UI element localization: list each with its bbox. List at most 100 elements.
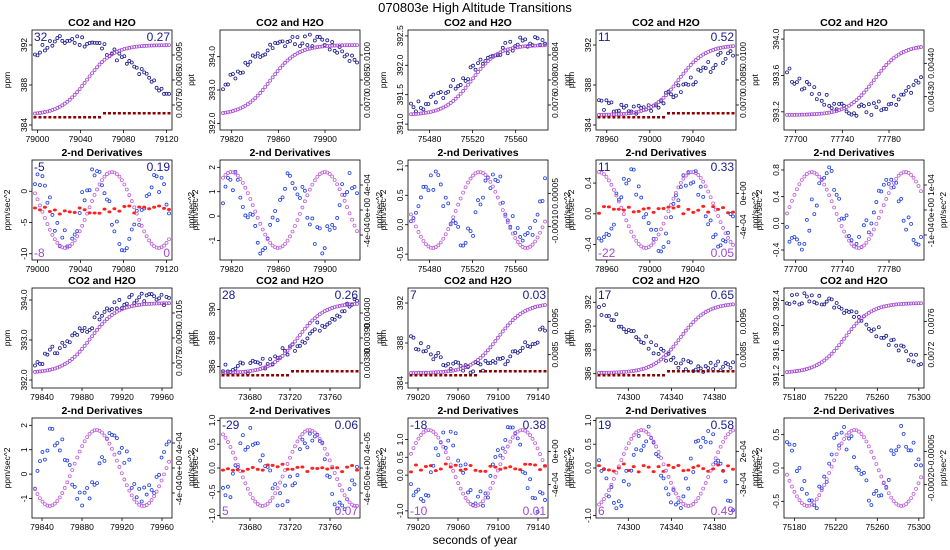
- h2o-point: [325, 44, 330, 48]
- series-markers: [33, 291, 171, 374]
- co2-deriv-point: [223, 184, 228, 189]
- co2-point: [543, 41, 547, 46]
- co2-point: [659, 346, 663, 351]
- co2-point: [681, 357, 686, 362]
- h2o-point: [478, 67, 483, 71]
- h2o-deriv-point: [859, 245, 864, 250]
- flag-point: [642, 374, 646, 377]
- co2-deriv-point: [884, 484, 889, 489]
- co2-deriv-point: [607, 494, 611, 499]
- y-right-tick-label: 0.0070: [362, 92, 372, 118]
- h2o-deriv-point: [866, 237, 871, 242]
- h2o-deriv-point: [345, 497, 349, 502]
- co2-deriv-point: [280, 195, 285, 200]
- co2-point: [40, 42, 45, 47]
- h2o-point: [812, 112, 817, 117]
- h2o-point: [914, 301, 918, 306]
- co2-point: [85, 329, 90, 334]
- h2o-deriv-point: [691, 502, 696, 506]
- h2o-point: [852, 324, 856, 329]
- corner-value: -10: [410, 504, 428, 518]
- co2-deriv-point: [85, 188, 90, 193]
- co2-point: [909, 90, 913, 95]
- co2-deriv-point: [681, 494, 686, 499]
- h2o-point: [95, 65, 99, 70]
- h2o-deriv-point: [119, 471, 124, 476]
- h2o-point: [723, 45, 728, 49]
- co2-point: [273, 40, 278, 45]
- co2-deriv-point: [147, 192, 152, 197]
- h2o-deriv-point: [871, 455, 876, 460]
- h2o-point: [523, 44, 528, 49]
- co2-point: [240, 361, 245, 366]
- x-tick-label: 79100: [486, 392, 510, 402]
- y-tick-label: -1: [19, 494, 29, 502]
- flag-deriv-point: [716, 207, 721, 211]
- co2-point: [540, 325, 545, 330]
- h2o-point: [669, 347, 673, 352]
- h2o-point: [857, 318, 861, 323]
- flag-deriv-point: [641, 207, 646, 211]
- h2o-point: [822, 358, 827, 363]
- y-right-tick-label: 0.0085: [362, 67, 372, 93]
- h2o-point: [100, 322, 104, 327]
- flag-point: [132, 112, 136, 115]
- h2o-deriv-point: [453, 475, 458, 479]
- flag-point: [315, 370, 319, 373]
- flag-deriv-point: [152, 205, 157, 209]
- co2-deriv-point: [347, 487, 352, 492]
- h2o-deriv-point: [862, 435, 866, 440]
- co2-point: [666, 351, 671, 356]
- h2o-deriv-point: [290, 449, 295, 454]
- co2-deriv-point: [698, 444, 703, 449]
- co2-point: [458, 363, 463, 368]
- h2o-deriv-point: [533, 239, 537, 244]
- h2o-deriv-point: [829, 199, 834, 204]
- co2-deriv-point: [807, 498, 812, 503]
- h2o-point: [446, 369, 451, 374]
- co2-point: [82, 44, 87, 49]
- co2-point: [649, 340, 654, 345]
- co2-deriv-point: [886, 478, 891, 482]
- flag-deriv-point: [62, 209, 67, 213]
- co2-point: [478, 57, 483, 62]
- co2-point: [327, 320, 332, 325]
- flag-deriv-point: [671, 206, 676, 210]
- h2o-deriv-point: [414, 224, 418, 229]
- h2o-point: [515, 313, 520, 318]
- flag-deriv-point: [285, 467, 290, 471]
- y-tick-label: 0.5: [395, 189, 405, 201]
- co2-point: [110, 307, 114, 311]
- co2-point: [273, 354, 278, 359]
- flag-deriv-point: [453, 463, 458, 467]
- co2-deriv-point: [110, 222, 114, 227]
- h2o-deriv-point: [139, 503, 144, 508]
- co2-deriv-point: [423, 184, 428, 189]
- co2-point: [260, 356, 265, 361]
- h2o-deriv-point: [792, 192, 797, 197]
- h2o-point: [100, 60, 104, 64]
- h2o-deriv-point: [456, 481, 461, 485]
- h2o-point: [129, 45, 134, 50]
- co2-deriv-point: [498, 174, 503, 179]
- co2-point: [864, 322, 869, 327]
- h2o-deriv-point: [260, 227, 265, 232]
- co2-point: [785, 70, 789, 75]
- co2-deriv-point: [260, 248, 265, 253]
- h2o-deriv-point: [461, 491, 466, 496]
- h2o-deriv-point: [886, 491, 891, 496]
- flag-point: [117, 112, 121, 115]
- h2o-deriv-point: [508, 439, 513, 444]
- co2-point: [248, 361, 253, 365]
- co2-point: [57, 34, 62, 39]
- y-tick-label: 392.4: [771, 290, 781, 312]
- co2-deriv-point: [906, 448, 911, 453]
- flag-point: [236, 374, 240, 377]
- co2-deriv-point: [706, 429, 711, 433]
- h2o-deriv-point: [812, 500, 817, 505]
- co2-deriv-point: [245, 445, 250, 450]
- co2-deriv-point: [80, 190, 85, 195]
- co2-deriv-point: [471, 233, 475, 238]
- panel-title: 2-nd Derivatives: [625, 147, 706, 159]
- h2o-deriv-point: [342, 493, 347, 498]
